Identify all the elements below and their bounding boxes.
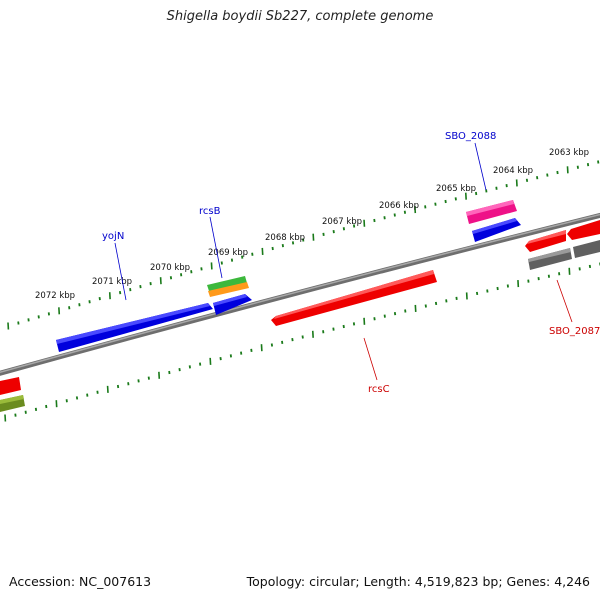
gene-label-lines bbox=[114, 142, 573, 381]
gene-rcsB-arrow[interactable] bbox=[213, 294, 252, 315]
gene-labels: yojN rcsB SBO_2088 rcsC SBO_2087 bbox=[102, 131, 600, 395]
ruler-label: 2068 kbp bbox=[265, 233, 305, 243]
ruler-label: 2063 kbp bbox=[549, 148, 589, 158]
ruler-labels: 2072 kbp 2071 kbp 2070 kbp 2069 kbp 2068… bbox=[35, 148, 589, 301]
gene-left-red-arrow[interactable] bbox=[0, 377, 21, 395]
topology-text: Topology: circular; Length: 4,519,823 bp… bbox=[246, 574, 590, 589]
ruler-label: 2072 kbp bbox=[35, 291, 75, 301]
forward-strand-features bbox=[56, 200, 521, 352]
gene-label-rcsC[interactable]: rcsC bbox=[368, 384, 390, 395]
gene-label-rcsB[interactable]: rcsB bbox=[199, 206, 221, 217]
ruler-label: 2065 kbp bbox=[436, 184, 476, 194]
ruler-label: 2070 kbp bbox=[150, 263, 190, 273]
ruler-label: 2067 kbp bbox=[322, 217, 362, 227]
reverse-strand-features bbox=[0, 220, 600, 412]
gene-label-SBO_2088[interactable]: SBO_2088 bbox=[445, 131, 496, 142]
ruler-outer-ring bbox=[7, 160, 600, 330]
ruler-label: 2066 kbp bbox=[379, 201, 419, 211]
map-title: Shigella boydii Sb227, complete genome bbox=[166, 9, 434, 24]
gene-grey-feature-2[interactable] bbox=[573, 240, 600, 258]
gene-label-yojN[interactable]: yojN bbox=[102, 231, 124, 242]
ruler-inner-ring bbox=[4, 262, 600, 422]
gene-right-red-arrow[interactable] bbox=[567, 220, 600, 240]
gene-SBO_2088-arrow[interactable] bbox=[472, 218, 521, 242]
genome-backbone bbox=[0, 212, 600, 376]
ruler-label: 2071 kbp bbox=[92, 277, 132, 287]
gene-rcsB-green-feature[interactable] bbox=[207, 276, 247, 291]
accession-text: Accession: NC_007613 bbox=[9, 574, 152, 589]
gene-rcsB-orange-feature[interactable] bbox=[208, 282, 249, 297]
gene-yojN-arrow[interactable] bbox=[56, 303, 213, 352]
gene-label-SBO_2087[interactable]: SBO_2087 bbox=[549, 326, 600, 337]
ruler-label: 2064 kbp bbox=[493, 166, 533, 176]
ruler-label: 2069 kbp bbox=[208, 248, 248, 258]
